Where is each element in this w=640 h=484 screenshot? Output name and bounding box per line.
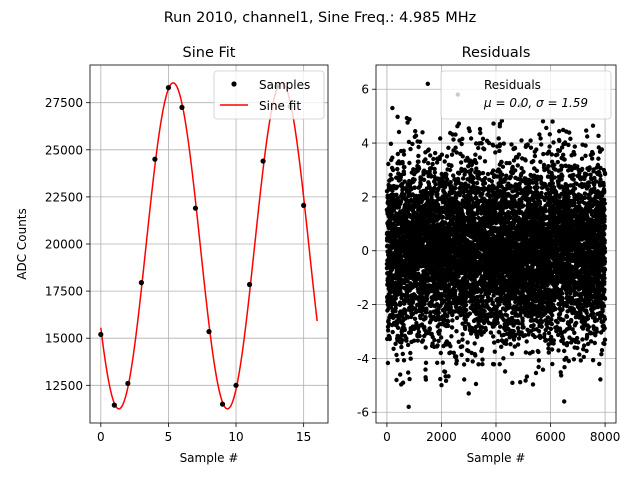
sine-fit-ytick-label: 22500: [45, 190, 83, 204]
sine-fit-ytick-label: 25000: [45, 143, 83, 157]
residuals-xtick-label: 8000: [590, 430, 621, 444]
sample-point: [138, 280, 144, 286]
residuals-title: Residuals: [462, 45, 531, 61]
sample-point: [246, 281, 253, 288]
residuals-xtick-label: 4000: [481, 430, 512, 444]
sine-fit-xtick-label: 10: [228, 430, 243, 444]
sine-fit-xlabel: Sample #: [180, 451, 239, 465]
residual-point-cloud: [384, 81, 608, 409]
figure-title: Run 2010, channel1, Sine Freq.: 4.985 MH…: [164, 10, 477, 26]
sample-point: [152, 156, 158, 162]
sine-fit-ytick-label: 12500: [45, 379, 83, 393]
legend-residuals-stats: μ = 0.0, σ = 1.59: [483, 96, 588, 110]
residual-points: [384, 81, 608, 409]
residuals-legend: Residuals μ = 0.0, σ = 1.59: [440, 70, 612, 120]
sine-fit-xtick-label: 0: [97, 430, 105, 444]
sine-fit-ticks: 0 5 10 15 12500 15000 17500 20000 22500 25000 2750…: [45, 96, 311, 444]
legend-samples-label: Samples: [259, 78, 310, 92]
residuals-ytick-label: 4: [361, 137, 369, 151]
sine-fit-line: [100, 82, 318, 410]
sample-point: [125, 380, 131, 387]
residuals-xlabel: Sample #: [467, 451, 526, 465]
sine-fit-ytick-label: 27500: [45, 96, 83, 110]
sample-point: [233, 382, 239, 388]
legend-residuals-label: Residuals: [484, 78, 541, 92]
sample-point: [98, 331, 104, 338]
residuals-legend-box: [440, 70, 612, 120]
sample-point: [192, 205, 199, 211]
residuals-ytick-label: -4: [357, 352, 369, 366]
sine-fit-legend-box: [213, 70, 325, 120]
residuals-ytick-label: 0: [361, 244, 369, 258]
sine-fit-xtick-label: 15: [296, 430, 311, 444]
sample-point: [165, 85, 172, 91]
sample-point: [260, 158, 266, 164]
sine-fit-legend: Samples Sine fit: [213, 70, 325, 120]
sample-points: [98, 84, 307, 408]
sine-fit-xtick-label: 5: [165, 430, 173, 444]
residuals-ytick-label: 6: [361, 83, 369, 97]
residuals-subplot: Residuals 0 2000 4000 6000 8000 -6 -4 -2 0 2 4 6 Sa…: [357, 45, 620, 465]
legend-samples-marker: [231, 81, 237, 87]
sine-fit-ytick-label: 20000: [45, 238, 83, 252]
sine-fit-subplot: Sine Fit 0 5 10 15 12500 15000 17500 20000 22500…: [15, 45, 329, 465]
sample-point: [179, 104, 185, 110]
sample-point: [206, 329, 212, 335]
sine-fit-ytick-label: 15000: [45, 332, 83, 346]
sine-fit-ytick-label: 17500: [45, 285, 83, 299]
sine-fit-ylabel: ADC Counts: [15, 208, 29, 280]
residuals-xtick-label: 2000: [426, 430, 457, 444]
sine-fit-title: Sine Fit: [183, 45, 236, 61]
residuals-xtick-label: 6000: [535, 430, 566, 444]
residuals-xtick-label: 0: [383, 430, 391, 444]
residuals-ytick-label: 2: [361, 190, 369, 204]
sample-point: [301, 202, 307, 208]
residuals-ticks: 0 2000 4000 6000 8000 -6 -4 -2 0 2 4 6: [357, 83, 620, 444]
residuals-ytick-label: -6: [357, 406, 369, 420]
sample-point: [111, 402, 117, 408]
legend-sine-fit-label: Sine fit: [259, 99, 301, 113]
sine-fit-curve: [100, 82, 318, 410]
sample-point: [219, 401, 226, 407]
residuals-ytick-label: -2: [357, 298, 369, 312]
sine-fit-grid: [90, 65, 328, 423]
